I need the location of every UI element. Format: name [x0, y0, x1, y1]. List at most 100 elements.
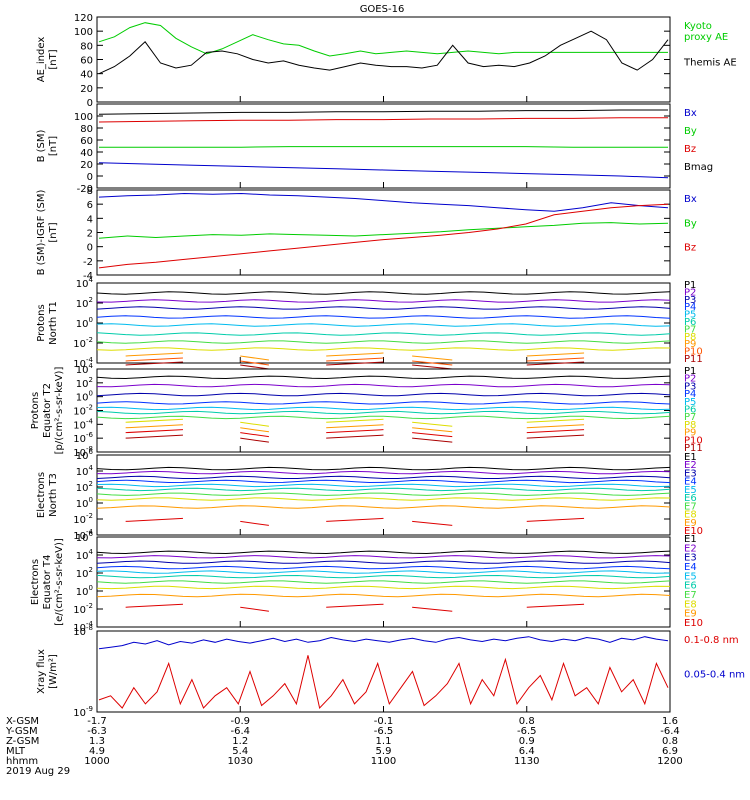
series-segment-P8: [326, 418, 384, 423]
series-segment-E10: [526, 517, 585, 522]
series-segment-E10: [412, 606, 453, 612]
y-tick-label: 80: [80, 124, 93, 135]
y-tick-label: 20: [80, 84, 93, 95]
y-axis-label: Equator T4: [42, 555, 53, 610]
series-line-P3: [96, 392, 671, 397]
series-line-E2: [96, 470, 671, 475]
series-line-Kyoto-proxy-AE: [98, 22, 668, 57]
legend-label: Bx: [684, 194, 697, 205]
x-row-value: -6.4: [230, 726, 250, 737]
y-axis-label: [p/(cm²-s-sr-keV)]: [54, 367, 65, 455]
series-segment-P9: [240, 355, 269, 361]
y-axis-label: AE_index: [36, 37, 47, 83]
legend-label: P4: [684, 389, 696, 400]
legend-label: E1: [684, 534, 697, 545]
y-tick-label: 104: [76, 548, 94, 562]
legend-label: P8: [684, 420, 696, 431]
series-line-E3: [96, 475, 671, 480]
legend-label: P3: [684, 381, 696, 392]
x-row-value: -6.3: [87, 726, 107, 737]
legend-label: Bmag: [684, 162, 713, 173]
series-line-P5: [96, 406, 671, 411]
series-segment-P9: [526, 352, 585, 357]
y-tick-label: 106: [76, 448, 94, 462]
legend-label: Bx: [684, 108, 697, 119]
series-line-P7: [96, 415, 671, 420]
y-axis-label: Electrons: [30, 559, 41, 605]
series-segment-P11: [412, 437, 453, 443]
y-tick-label: 100: [76, 496, 93, 510]
legend-label: E10: [684, 526, 703, 537]
y-axis-label: Protons: [36, 304, 47, 341]
y-tick-label: 8: [87, 186, 93, 197]
y-tick-label: 10-4: [73, 417, 93, 431]
series-line-E1: [96, 466, 671, 471]
legend-label: Themis AE: [683, 58, 737, 69]
y-tick-label: 102: [76, 480, 93, 494]
legend-label: P4: [684, 302, 696, 313]
series-line-E1: [96, 550, 671, 555]
legend-label: proxy AE: [684, 32, 728, 43]
series-segment-P11: [412, 364, 453, 370]
y-tick-label: 10-2: [73, 404, 93, 418]
series-segment-P9: [125, 352, 183, 357]
series-segment-P9: [412, 355, 453, 361]
series-line-E9: [96, 593, 671, 598]
series-segment-P11: [125, 361, 183, 366]
series-line-E5: [96, 483, 671, 488]
y-tick-label: -2: [83, 257, 93, 268]
x-row-label: hhmm: [6, 756, 38, 767]
x-row-value: 1200: [657, 756, 682, 767]
y-axis-label: [nT]: [48, 136, 59, 156]
series-segment-P10: [240, 360, 269, 366]
y-axis-label: Equator T2: [42, 383, 53, 438]
series-line-Bx: [98, 192, 669, 212]
y-axis-label: North T1: [48, 301, 59, 345]
plot-title: GOES-16: [360, 4, 405, 15]
y-tick-label: 100: [76, 584, 93, 598]
series-line-P1: [96, 291, 671, 295]
series-line-E4: [96, 479, 671, 484]
y-tick-label: 104: [76, 362, 94, 376]
x-row-value: -1.7: [87, 716, 107, 727]
x-row-label: Y-GSM: [5, 726, 38, 737]
y-tick-label: 40: [80, 70, 93, 81]
x-row-value: 4.9: [89, 746, 105, 757]
series-line-By: [98, 222, 669, 239]
x-row-value: 1.3: [89, 736, 105, 747]
y-axis-label: [e/(cm²-s-sr-keV)]: [54, 538, 65, 626]
legend-label: P11: [684, 354, 703, 365]
series-segment-E10: [240, 606, 269, 612]
series-segment-P8: [526, 418, 585, 423]
series-line-By: [99, 146, 668, 148]
series-segment-E10: [326, 517, 384, 522]
series-segment-P9: [240, 427, 269, 433]
legend-label: E3: [684, 553, 697, 564]
legend-label: P11: [684, 443, 703, 454]
y-tick-label: 100: [74, 27, 93, 38]
x-row-label: X-GSM: [6, 716, 39, 727]
legend-label: Bz: [684, 144, 696, 155]
y-axis-label: [nT]: [48, 222, 59, 242]
x-row-value: 1.6: [662, 716, 678, 727]
series-segment-P11: [125, 434, 183, 439]
series-line-Bx: [98, 162, 669, 179]
y-tick-label: 6: [87, 200, 93, 211]
series-segment-P10: [412, 432, 453, 438]
series-segment-P10: [125, 429, 183, 434]
legend-label: E8: [684, 599, 697, 610]
y-axis-label: Electrons: [36, 472, 47, 518]
y-tick-label: 100: [76, 390, 93, 404]
legend-label: E9: [684, 609, 697, 620]
series-line-P3: [96, 306, 671, 310]
series-line-E8: [96, 585, 671, 590]
series-segment-P9: [326, 352, 384, 357]
y-tick-label: 102: [76, 296, 93, 310]
date-label: 2019 Aug 29: [6, 766, 70, 777]
series-line-E7: [96, 492, 671, 496]
series-line-P2: [96, 299, 671, 303]
legend-label: P2: [684, 287, 696, 298]
x-row-value: -6.5: [517, 726, 537, 737]
